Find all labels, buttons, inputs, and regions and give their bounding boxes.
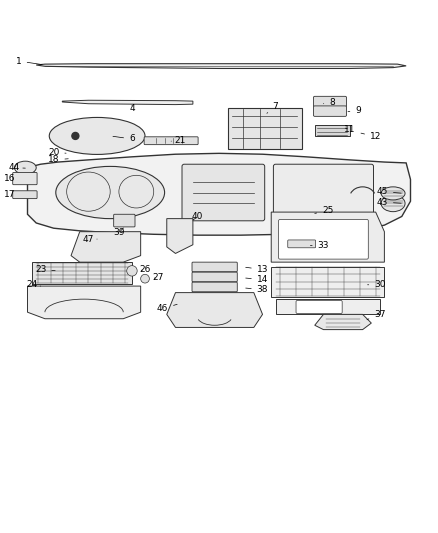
Circle shape [127,265,137,276]
FancyBboxPatch shape [13,191,37,199]
Text: 6: 6 [113,134,135,143]
Polygon shape [271,266,385,297]
Text: 37: 37 [367,310,386,320]
Text: 12: 12 [361,132,381,141]
Text: 45: 45 [377,187,401,196]
Text: 18: 18 [48,156,68,164]
Text: 21: 21 [171,136,186,145]
FancyBboxPatch shape [192,262,237,272]
FancyBboxPatch shape [314,96,346,107]
Ellipse shape [56,166,165,219]
Text: 20: 20 [48,148,66,157]
FancyBboxPatch shape [279,220,368,259]
Polygon shape [28,154,410,235]
Polygon shape [62,100,193,104]
FancyBboxPatch shape [13,173,37,184]
Text: 13: 13 [246,265,268,274]
Text: 44: 44 [9,163,25,172]
FancyBboxPatch shape [114,214,135,227]
Text: 30: 30 [367,280,386,289]
Polygon shape [228,108,302,149]
Polygon shape [315,125,350,136]
Text: 47: 47 [83,235,97,244]
Text: 17: 17 [4,190,16,199]
FancyBboxPatch shape [288,240,316,248]
FancyBboxPatch shape [273,164,374,225]
Polygon shape [36,63,406,68]
Text: 38: 38 [246,285,268,294]
Polygon shape [167,293,262,327]
Polygon shape [32,262,132,284]
Text: 8: 8 [323,98,335,107]
FancyBboxPatch shape [192,282,237,292]
Text: 33: 33 [311,241,329,250]
Text: 24: 24 [26,280,41,289]
Text: 16: 16 [4,174,16,183]
Text: 11: 11 [344,125,355,134]
Polygon shape [71,232,141,262]
Text: 40: 40 [191,212,203,221]
Text: 26: 26 [139,265,151,274]
FancyBboxPatch shape [314,106,346,116]
Text: 7: 7 [267,102,279,114]
FancyBboxPatch shape [192,272,237,282]
Text: 27: 27 [152,273,164,282]
Polygon shape [276,299,380,314]
Polygon shape [271,212,385,262]
Text: 23: 23 [35,265,55,274]
Text: 14: 14 [246,275,268,284]
Text: 46: 46 [157,304,177,313]
Ellipse shape [381,195,405,212]
Circle shape [141,274,149,283]
Text: 4: 4 [129,104,135,114]
FancyBboxPatch shape [144,137,198,144]
FancyBboxPatch shape [182,164,265,221]
Ellipse shape [14,161,36,174]
Circle shape [72,133,79,140]
Text: 39: 39 [113,228,125,237]
Text: 1: 1 [16,56,42,66]
Polygon shape [167,219,193,254]
Polygon shape [28,286,141,319]
Ellipse shape [381,187,405,200]
FancyBboxPatch shape [296,301,342,313]
Polygon shape [315,314,371,329]
Text: 9: 9 [348,106,361,115]
Ellipse shape [49,117,145,155]
Text: 43: 43 [377,198,401,207]
Text: 25: 25 [315,206,333,215]
